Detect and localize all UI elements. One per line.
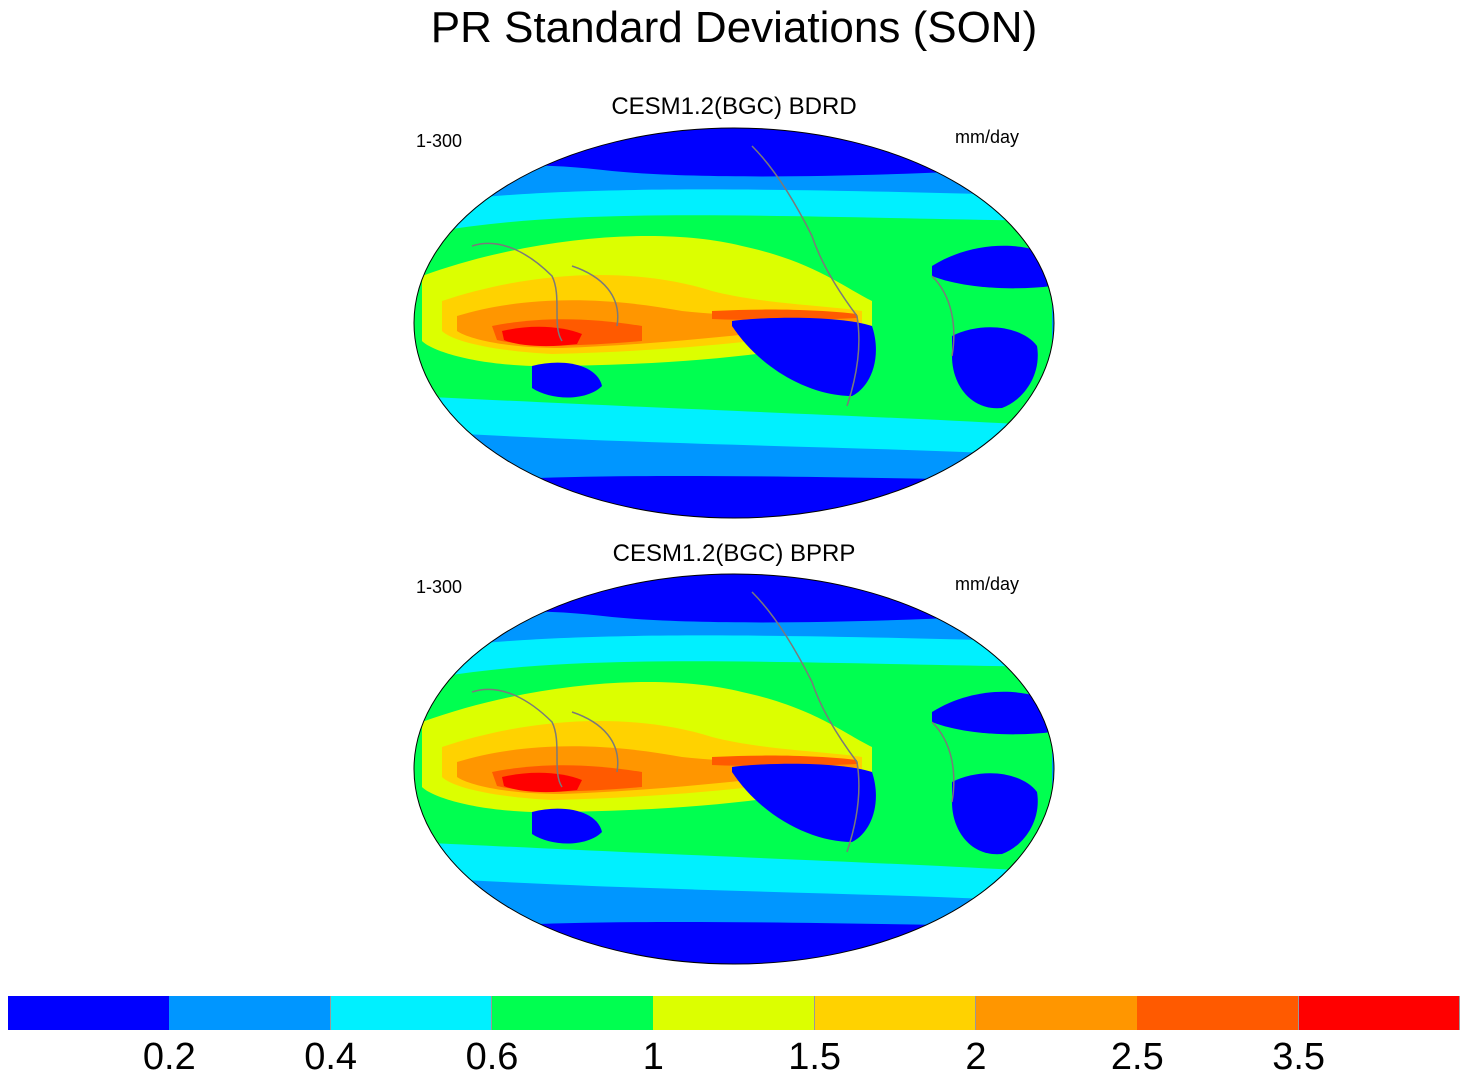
colorbar-swatch (169, 996, 332, 1030)
colorbar-swatch (653, 996, 816, 1030)
precip-stddev-map-1 (413, 127, 1055, 519)
colorbar-tick-label: 0.2 (142, 1036, 196, 1078)
panel-units-label-1: mm/day (955, 127, 1020, 147)
figure-title: PR Standard Deviations (SON) (430, 3, 1038, 52)
colorbar-swatch (976, 996, 1138, 1030)
panel-left-label-2: 1-300 (416, 577, 463, 597)
panel-units-label-2: mm/day (955, 574, 1020, 594)
colorbar-tick-label: 3.5 (1272, 1036, 1326, 1078)
colorbar-tick-label: 2 (965, 1036, 987, 1078)
colorbar-swatch (8, 996, 170, 1030)
colorbar-swatch (814, 996, 977, 1030)
colorbar (8, 996, 1461, 1030)
panel-title-1: CESM1.2(BGC) BDRD (611, 93, 857, 120)
colorbar-tick-label: 1.5 (788, 1036, 842, 1078)
colorbar-tick-label: 0.4 (304, 1036, 358, 1078)
panel-left-label-1: 1-300 (416, 131, 463, 151)
panel-title-2: CESM1.2(BGC) BPRP (612, 540, 856, 567)
colorbar-tick-label: 0.6 (465, 1036, 519, 1078)
colorbar-tick-label: 2.5 (1110, 1036, 1164, 1078)
colorbar-swatch (492, 996, 654, 1030)
colorbar-tick-label: 1 (642, 1036, 664, 1078)
precip-stddev-map-2 (413, 573, 1055, 965)
colorbar-swatch (330, 996, 493, 1030)
colorbar-swatch (1137, 996, 1300, 1030)
colorbar-swatch (1298, 996, 1461, 1030)
